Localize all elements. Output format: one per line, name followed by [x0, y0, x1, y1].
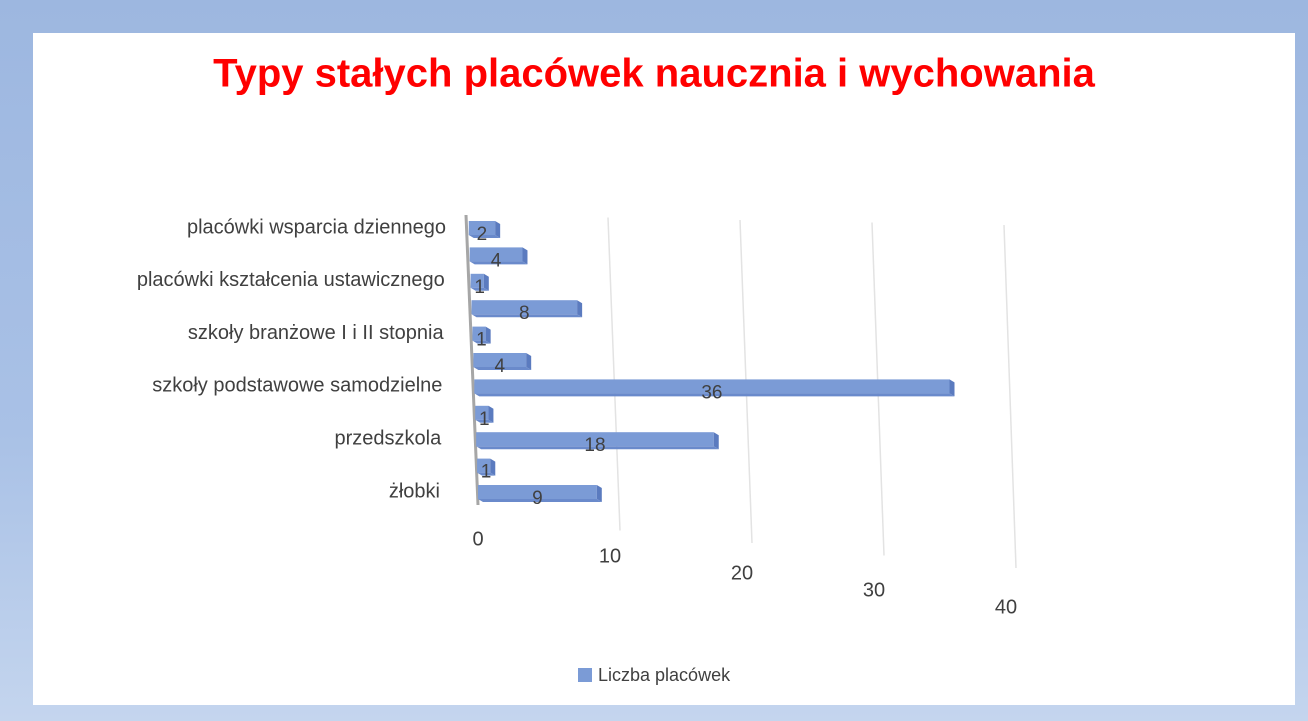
bar [471, 300, 578, 315]
bar-bottom [468, 235, 501, 238]
axis-line [464, 214, 480, 506]
x-tick-label: 0 [472, 528, 483, 550]
bar [478, 485, 597, 499]
panel [33, 33, 1295, 705]
bar [473, 353, 527, 367]
data-label: 9 [532, 488, 543, 509]
bar-bottom [469, 261, 528, 265]
data-label: 4 [494, 356, 505, 377]
bar [468, 221, 496, 235]
x-tick-label: 20 [731, 562, 753, 584]
data-label: 1 [476, 330, 487, 351]
y-tick-label: przedszkola [334, 427, 442, 449]
y-tick-label: szkoły podstawowe samodzielne [152, 375, 442, 397]
bar [472, 326, 486, 341]
legend-swatch [578, 668, 592, 682]
y-tick-label: placówki kształcenia ustawicznego [137, 269, 445, 291]
bar-bottom [473, 367, 532, 370]
bar-side [485, 326, 491, 344]
bar-side [522, 247, 528, 265]
bar-side [949, 379, 955, 397]
data-label: 2 [477, 224, 488, 245]
x-tick-label: 10 [599, 545, 621, 567]
bar-side [490, 458, 496, 476]
bar-side [488, 405, 494, 423]
bar-side [713, 432, 719, 450]
data-label: 18 [584, 435, 605, 456]
bar-bottom [476, 446, 719, 450]
data-label: 8 [519, 303, 530, 324]
x-tick-label: 30 [863, 579, 885, 601]
x-tick-label: 40 [995, 596, 1017, 618]
bar [474, 379, 950, 394]
bar-side [526, 353, 532, 370]
bar-bottom [474, 393, 955, 397]
bar [477, 458, 491, 473]
y-tick-label: placówki wsparcia dziennego [187, 216, 446, 238]
bar [469, 247, 523, 262]
bar-bottom [478, 499, 602, 502]
bar-bottom [471, 314, 583, 318]
legend-label: Liczba placówek [598, 665, 731, 685]
grid-line [607, 217, 621, 531]
bar [470, 273, 484, 288]
bar [476, 432, 714, 447]
bar-side [577, 300, 583, 318]
y-tick-label: szkoły branżowe I i II stopnia [188, 322, 445, 344]
bar-bottom [477, 472, 496, 476]
data-label: 36 [701, 382, 722, 403]
bar-side [495, 221, 501, 238]
bar-bottom [470, 287, 489, 291]
bar [475, 405, 489, 420]
chart-title: Typy stałych placówek naucznia i wychowa… [213, 52, 1096, 96]
data-label: 4 [491, 250, 502, 271]
data-label: 1 [474, 277, 485, 298]
data-label: 1 [479, 409, 490, 430]
bar-side [596, 485, 602, 502]
data-label: 1 [481, 462, 492, 483]
bar-bottom [475, 419, 494, 423]
bar-side [483, 273, 489, 291]
y-tick-label: żłobki [389, 480, 440, 502]
grid-line [1003, 224, 1017, 569]
bar-bottom [472, 340, 491, 344]
